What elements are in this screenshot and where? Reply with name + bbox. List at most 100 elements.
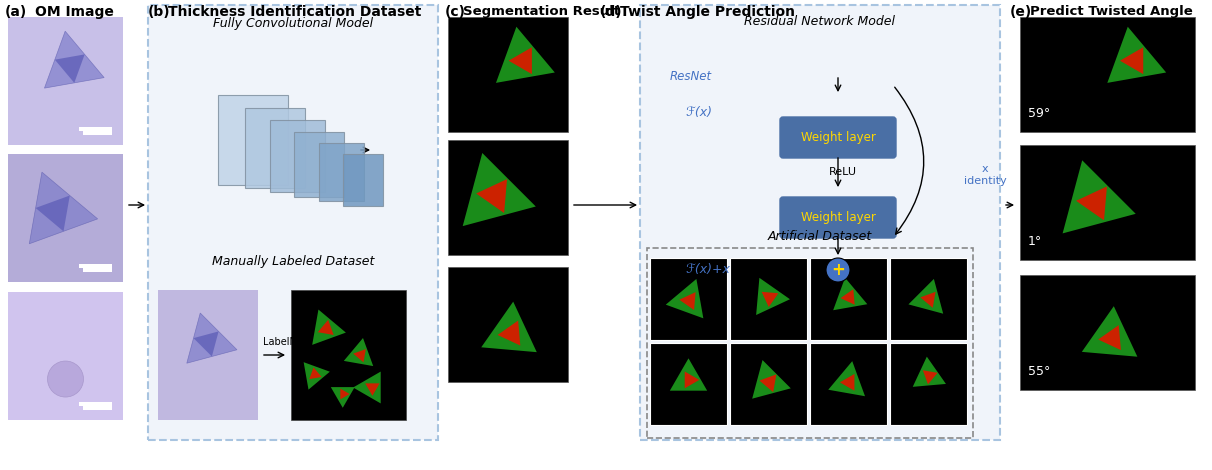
Polygon shape <box>45 31 104 88</box>
FancyBboxPatch shape <box>148 5 438 440</box>
Text: (e): (e) <box>1010 5 1033 19</box>
Polygon shape <box>194 331 218 356</box>
Bar <box>448 17 568 132</box>
Text: +: + <box>831 261 845 279</box>
FancyBboxPatch shape <box>343 154 383 206</box>
FancyBboxPatch shape <box>319 143 364 201</box>
Polygon shape <box>1063 160 1136 234</box>
Polygon shape <box>1082 306 1137 357</box>
Text: ℱ(x)+x: ℱ(x)+x <box>685 264 730 276</box>
Polygon shape <box>463 153 536 226</box>
Polygon shape <box>840 374 854 391</box>
Circle shape <box>47 361 84 397</box>
Polygon shape <box>920 292 936 308</box>
Polygon shape <box>922 370 938 384</box>
Bar <box>79 264 112 268</box>
FancyBboxPatch shape <box>218 95 288 185</box>
Text: LabelMe: LabelMe <box>263 337 304 347</box>
Polygon shape <box>496 27 555 83</box>
Polygon shape <box>481 302 537 352</box>
Polygon shape <box>1120 47 1143 74</box>
Text: (a): (a) <box>5 5 27 19</box>
Bar <box>448 267 568 382</box>
Polygon shape <box>309 368 321 379</box>
Bar <box>810 343 887 425</box>
Bar <box>650 258 727 340</box>
Polygon shape <box>476 179 507 213</box>
FancyBboxPatch shape <box>781 117 896 158</box>
Polygon shape <box>341 389 349 400</box>
Text: (c): (c) <box>445 5 465 19</box>
Polygon shape <box>344 338 373 366</box>
Text: Fully Convolutional Model: Fully Convolutional Model <box>213 17 373 30</box>
FancyBboxPatch shape <box>269 120 325 192</box>
Bar <box>8 292 122 420</box>
Polygon shape <box>833 278 868 310</box>
Polygon shape <box>753 360 790 399</box>
Polygon shape <box>353 349 366 362</box>
Polygon shape <box>760 375 777 392</box>
FancyBboxPatch shape <box>295 132 344 196</box>
Circle shape <box>827 258 850 282</box>
FancyBboxPatch shape <box>640 5 1000 440</box>
Polygon shape <box>318 320 333 335</box>
Bar <box>1021 145 1195 260</box>
Polygon shape <box>313 310 345 345</box>
Polygon shape <box>909 279 943 313</box>
Bar <box>730 258 807 340</box>
Polygon shape <box>1108 27 1166 83</box>
Text: (d): (d) <box>600 5 623 19</box>
Text: OM Image: OM Image <box>35 5 114 19</box>
FancyBboxPatch shape <box>781 197 896 238</box>
Bar <box>730 343 807 425</box>
Polygon shape <box>828 361 865 396</box>
Bar <box>79 402 112 406</box>
Polygon shape <box>187 313 238 363</box>
Text: 55°: 55° <box>1028 365 1051 378</box>
Polygon shape <box>761 292 778 307</box>
Text: Weight layer: Weight layer <box>801 211 875 224</box>
Text: Artificial Dataset: Artificial Dataset <box>768 230 873 243</box>
Polygon shape <box>670 358 707 391</box>
Polygon shape <box>665 279 703 318</box>
Text: Residual Network Model: Residual Network Model <box>744 15 896 28</box>
Bar <box>1021 17 1195 132</box>
Polygon shape <box>913 357 945 387</box>
Text: 59°: 59° <box>1028 107 1051 120</box>
Polygon shape <box>29 172 98 244</box>
Bar <box>8 154 122 282</box>
Polygon shape <box>679 292 696 310</box>
Bar <box>650 343 727 425</box>
Bar <box>1021 275 1195 390</box>
Polygon shape <box>353 372 381 403</box>
Polygon shape <box>35 196 70 231</box>
Polygon shape <box>365 384 379 396</box>
Polygon shape <box>498 321 520 345</box>
Bar <box>79 127 112 131</box>
Bar <box>82 406 112 410</box>
Text: ReLU: ReLU <box>829 288 857 298</box>
Text: (b): (b) <box>148 5 171 19</box>
Polygon shape <box>509 47 532 74</box>
Bar <box>291 290 406 420</box>
Bar <box>890 343 967 425</box>
Text: x
identity: x identity <box>964 164 1006 186</box>
Text: ReLU: ReLU <box>829 167 857 177</box>
Bar <box>158 290 258 420</box>
FancyBboxPatch shape <box>245 108 305 188</box>
Text: Thickness Identification Dataset: Thickness Identification Dataset <box>168 5 422 19</box>
Polygon shape <box>331 387 355 408</box>
Polygon shape <box>841 289 854 305</box>
Text: ℱ(x): ℱ(x) <box>685 106 711 119</box>
Polygon shape <box>1076 187 1107 220</box>
Text: Predict Twisted Angle: Predict Twisted Angle <box>1030 5 1193 18</box>
Polygon shape <box>1098 325 1121 350</box>
Bar <box>8 17 122 145</box>
Polygon shape <box>304 362 330 390</box>
Bar <box>810 258 887 340</box>
Bar <box>82 268 112 272</box>
Text: Segmentation Result: Segmentation Result <box>463 5 621 18</box>
Bar <box>890 258 967 340</box>
Polygon shape <box>756 278 790 315</box>
Text: 1°: 1° <box>1028 235 1042 248</box>
